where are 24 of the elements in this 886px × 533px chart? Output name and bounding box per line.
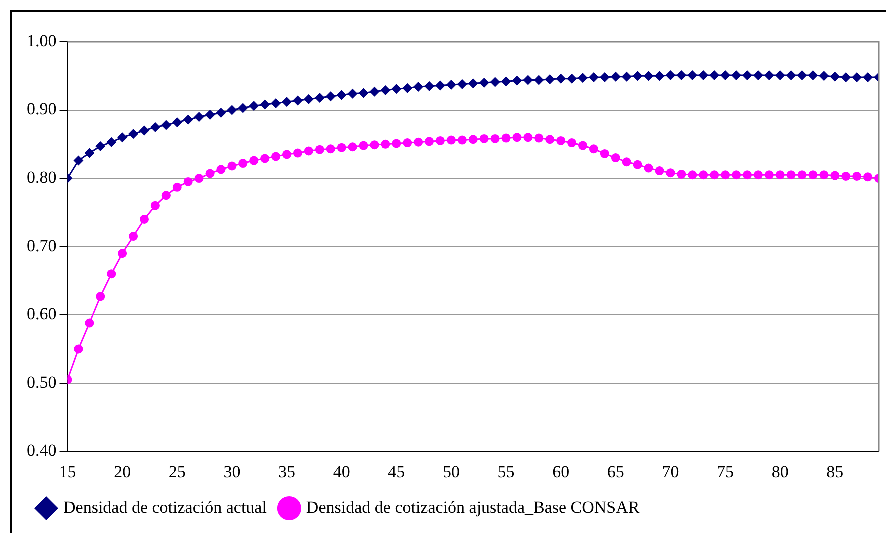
y-tick-label: 0.50 [27,372,57,392]
x-tick-label: 60 [552,462,570,482]
y-tick-label: 0.90 [27,100,57,119]
x-tick-label: 65 [607,462,624,482]
x-tick-label: 15 [59,462,76,482]
x-tick-label: 45 [388,462,406,482]
x-tick-label: 75 [717,462,734,482]
x-tick-label: 35 [278,462,296,482]
x-tick-label: 50 [442,462,460,482]
y-tick-label: 0.70 [27,236,57,256]
y-tick-label: 0.60 [27,304,57,324]
x-tick-label: 55 [498,462,515,482]
x-tick-label: 85 [826,462,844,482]
x-tick-label: 20 [114,462,132,482]
x-tick-label: 80 [772,462,789,482]
y-tick-label: 1.00 [27,31,57,50]
x-tick-label: 40 [333,462,350,482]
x-tick-label: 25 [168,462,186,482]
x-tick-label: 30 [224,462,241,482]
y-tick-label: 0.80 [27,168,57,187]
legend-label: Densidad de cotización actual [64,498,268,517]
x-tick-label: 70 [662,462,680,482]
y-tick-label: 0.40 [27,441,57,460]
legend-label: Densidad de cotización ajustada_Base CONSAR [306,498,640,517]
